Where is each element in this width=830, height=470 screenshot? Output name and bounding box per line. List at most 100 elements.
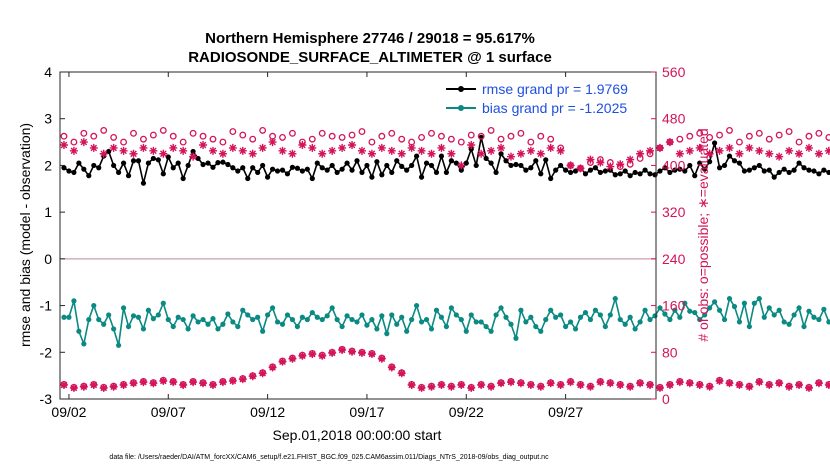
obs-evaluated-marker bbox=[497, 143, 506, 152]
obs-possible-marker bbox=[328, 132, 336, 140]
obs-possible-marker bbox=[110, 133, 118, 141]
data-point bbox=[180, 316, 186, 323]
obs-evaluated-marker bbox=[814, 379, 823, 388]
obs-evaluated-marker bbox=[328, 146, 337, 155]
obs-possible-marker bbox=[487, 126, 495, 134]
obs-possible-marker bbox=[805, 132, 813, 140]
obs-evaluated-marker bbox=[705, 149, 714, 158]
obs-evaluated-marker bbox=[775, 152, 784, 161]
data-point bbox=[741, 168, 748, 174]
data-point bbox=[811, 314, 817, 320]
obs-evaluated-marker bbox=[556, 146, 565, 155]
data-point bbox=[617, 316, 623, 323]
obs-evaluated-marker bbox=[765, 149, 774, 158]
data-point bbox=[721, 162, 728, 169]
obs-evaluated-marker bbox=[367, 350, 376, 359]
obs-evaluated-marker bbox=[775, 379, 784, 388]
data-point bbox=[299, 168, 305, 174]
data-point bbox=[543, 157, 549, 163]
obs-evaluated-marker bbox=[457, 380, 466, 389]
obs-evaluated-marker bbox=[665, 380, 674, 389]
data-point bbox=[463, 328, 469, 334]
obs-evaluated-marker bbox=[228, 376, 237, 385]
data-point bbox=[746, 167, 752, 173]
data-point bbox=[433, 307, 440, 313]
obs-evaluated-marker bbox=[159, 149, 168, 158]
data-point bbox=[806, 308, 812, 314]
data-point bbox=[71, 169, 77, 176]
obs-evaluated-marker bbox=[596, 378, 605, 387]
data-point bbox=[274, 319, 281, 325]
data-point bbox=[582, 309, 589, 316]
data-point bbox=[190, 148, 196, 155]
series-#-* bbox=[59, 345, 830, 392]
obs-evaluated-marker bbox=[675, 378, 684, 387]
data-point bbox=[726, 153, 733, 159]
legend: rmse grand pr = 1.9769 bias grand pr = -… bbox=[440, 76, 652, 118]
obs-evaluated-marker bbox=[457, 161, 466, 170]
obs-possible-marker bbox=[239, 131, 247, 139]
plot-frame bbox=[59, 71, 657, 400]
data-point bbox=[548, 307, 554, 313]
data-point bbox=[404, 167, 410, 173]
y-tick-label: 3 bbox=[44, 111, 52, 127]
data-point bbox=[548, 175, 554, 182]
data-point bbox=[279, 321, 286, 327]
obs-evaluated-marker bbox=[258, 369, 267, 378]
obs-possible-marker bbox=[169, 132, 177, 140]
left-axis: -3 -2 -1 0 1 2 3 4 bbox=[40, 64, 53, 407]
data-point bbox=[731, 303, 738, 310]
obs-possible-marker bbox=[537, 132, 545, 140]
data-point bbox=[478, 319, 484, 325]
obs-evaluated-marker bbox=[665, 138, 674, 147]
data-point bbox=[558, 312, 564, 318]
data-point bbox=[657, 305, 663, 311]
data-point bbox=[473, 162, 479, 169]
chart-title: Northern Hemisphere 27746 / 29018 = 95.6… bbox=[205, 30, 535, 47]
data-point bbox=[761, 168, 767, 174]
obs-evaluated-marker bbox=[705, 382, 714, 391]
legend-bias-label: bias grand pr = -1.2025 bbox=[482, 100, 627, 116]
obs-possible-marker bbox=[378, 132, 386, 140]
data-point bbox=[617, 171, 623, 177]
data-point bbox=[220, 159, 226, 165]
data-point bbox=[602, 168, 608, 174]
obs-possible-marker bbox=[726, 126, 733, 134]
obs-possible-marker bbox=[497, 135, 505, 143]
data-point bbox=[627, 314, 633, 320]
obs-possible-marker bbox=[348, 131, 356, 139]
obs-evaluated-marker bbox=[407, 380, 416, 389]
data-point bbox=[289, 316, 296, 323]
data-point bbox=[180, 175, 186, 182]
data-point bbox=[140, 180, 147, 186]
data-point bbox=[71, 298, 77, 304]
data-point bbox=[265, 174, 271, 180]
x-axis: 09/02 09/07 09/12 09/17 09/22 09/27 bbox=[51, 404, 583, 420]
x-tick-label: 09/02 bbox=[51, 404, 86, 420]
obs-possible-marker bbox=[358, 128, 366, 136]
series-bias-line bbox=[61, 295, 830, 348]
data-point bbox=[116, 342, 122, 348]
data-point bbox=[716, 307, 723, 313]
obs-evaluated-marker bbox=[804, 143, 813, 152]
data-point bbox=[592, 307, 599, 313]
data-point bbox=[657, 168, 663, 174]
obs-evaluated-marker bbox=[606, 162, 615, 171]
data-point bbox=[364, 322, 370, 328]
obs-evaluated-marker bbox=[824, 380, 830, 389]
obs-possible-marker bbox=[189, 129, 197, 137]
obs-possible-marker bbox=[447, 135, 455, 143]
data-point bbox=[612, 295, 618, 302]
obs-evaluated-marker bbox=[447, 382, 456, 391]
obs-evaluated-marker bbox=[606, 379, 615, 388]
data-point bbox=[379, 313, 385, 319]
data-point bbox=[523, 319, 529, 325]
data-point bbox=[61, 314, 67, 320]
data-point bbox=[150, 155, 156, 162]
data-point bbox=[230, 165, 236, 171]
y-right-tick-label: 400 bbox=[662, 157, 686, 173]
obs-evaluated-marker bbox=[655, 143, 664, 152]
y-right-tick-label: 240 bbox=[662, 251, 686, 267]
obs-evaluated-marker bbox=[735, 380, 744, 389]
data-point bbox=[86, 316, 92, 323]
